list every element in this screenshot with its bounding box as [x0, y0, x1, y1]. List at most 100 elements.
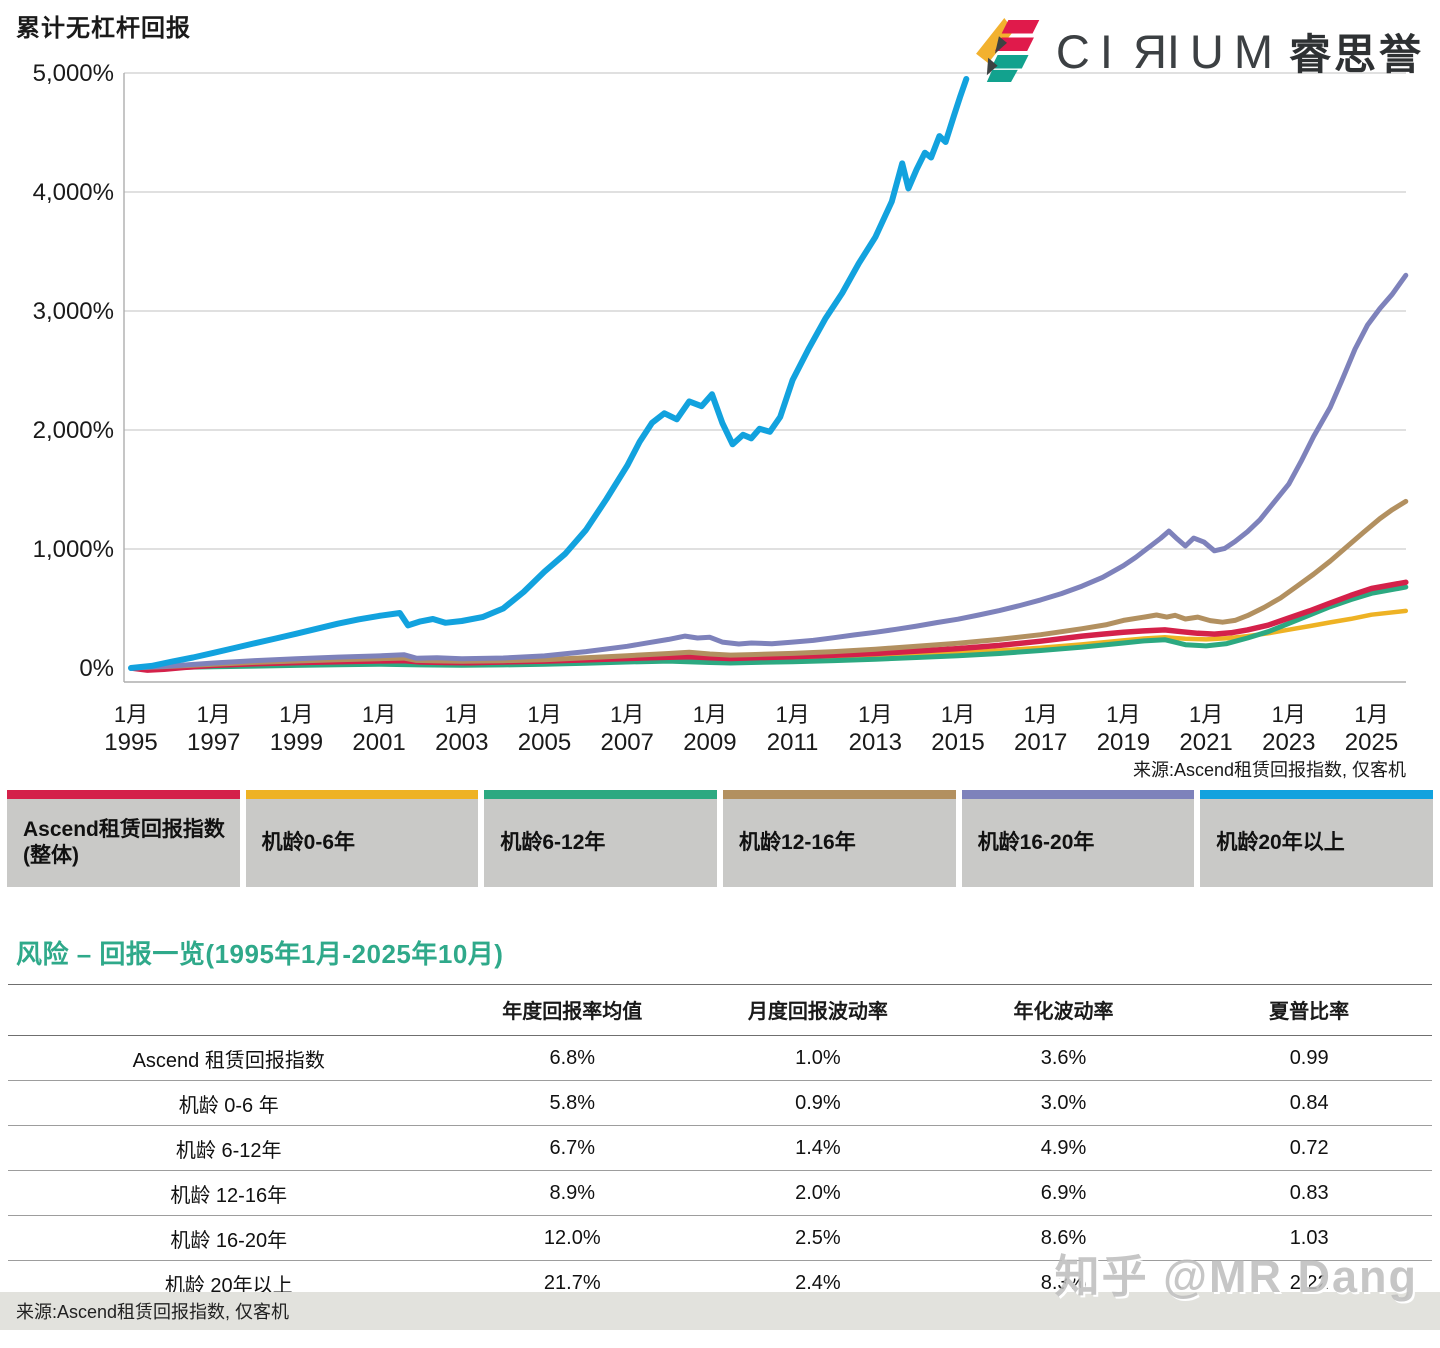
- table-row-4: 机龄 16-20年 12.0% 2.5% 8.6% 1.03: [8, 1215, 1432, 1261]
- x-tick-month-label: 1月: [1106, 702, 1140, 727]
- cumulative-return-chart: 0% 1,000% 2,000% 3,000% 4,000% 5,000% 1月 1995 1月…: [16, 8, 1424, 780]
- table-row-2: 机龄 6-12年 6.7% 1.4% 4.9% 0.72: [8, 1125, 1432, 1171]
- table-source-note: 来源:Ascend租赁回报指数, 仅客机: [16, 1302, 290, 1322]
- table-row-1: 机龄 0-6 年 5.8% 0.9% 3.0% 0.84: [8, 1080, 1432, 1126]
- table-header: 年度回报率均值 月度回报波动率 年化波动率 夏普比率: [8, 984, 1432, 1036]
- row-value: 2.0%: [695, 1170, 941, 1216]
- x-tick-year-label: 2005: [518, 729, 571, 756]
- row-label: 机龄 12-16年: [8, 1170, 450, 1216]
- x-tick-year-label: 2017: [1014, 729, 1067, 756]
- row-value: 2.5%: [695, 1215, 941, 1261]
- x-tick-month-label: 1月: [445, 702, 479, 727]
- table-body: Ascend 租赁回报指数 6.8% 1.0% 3.6% 0.99 机龄 0-6 年 5.8…: [8, 1035, 1432, 1306]
- legend-item-age-6-12: 机龄6-12年: [484, 790, 718, 887]
- row-value: 3.6%: [940, 1035, 1187, 1081]
- row-label: 机龄 0-6 年: [8, 1080, 450, 1126]
- x-tick-year-label: 2013: [849, 729, 902, 756]
- row-value: 8.6%: [940, 1215, 1187, 1261]
- legend-color-bar-age-0-6: [245, 790, 479, 799]
- x-tick-month-label: 1月: [610, 702, 644, 727]
- age-20-plus-line: [128, 76, 970, 671]
- row-value: 0.84: [1186, 1080, 1432, 1126]
- brand-chinese-name: 睿思誉: [1288, 30, 1424, 78]
- legend-label-age-12-16: 机龄12-16年: [723, 799, 956, 887]
- row-value: 3.0%: [940, 1080, 1187, 1126]
- x-tick-year-label: 2021: [1179, 729, 1232, 756]
- x-tick-month-label: 1月: [362, 702, 396, 727]
- legend-item-age-20-plus: 机龄20年以上: [1200, 790, 1434, 887]
- row-label: 机龄 20年以上: [164, 1274, 293, 1297]
- y-tick-label: 5,000%: [33, 60, 114, 87]
- x-tick-month-label: 1月: [279, 702, 313, 727]
- cirium-logo: CIRIUM 睿思誉: [968, 8, 1424, 94]
- row-value: 0.9%: [695, 1080, 941, 1126]
- watermark: 知乎 @MR Dang: [1054, 1251, 1418, 1302]
- x-tick-year-label: 2023: [1262, 729, 1315, 756]
- x-tick-month-label: 1月: [1189, 702, 1223, 727]
- legend-item-ascend-index: Ascend租赁回报指数(整体): [7, 790, 240, 887]
- row-value: 6.7%: [449, 1125, 696, 1171]
- row-value: 6.8%: [449, 1035, 696, 1081]
- x-tick-year-label: 2007: [601, 729, 654, 756]
- x-tick-year-label: 2011: [767, 729, 819, 756]
- table-col-header-2: 月度回报波动率: [695, 984, 941, 1036]
- row-value: 0.72: [1186, 1125, 1432, 1171]
- legend-color-bar-age-16-20: [961, 790, 1195, 799]
- x-tick-month-label: 1月: [1024, 702, 1058, 727]
- legend-color-bar-age-12-16: [723, 790, 956, 799]
- x-tick-month-label: 1月: [197, 702, 231, 727]
- x-tick-year-label: 2003: [435, 729, 488, 756]
- legend-item-age-0-6: 机龄0-6年: [245, 790, 479, 887]
- x-tick-month-label: 1月: [941, 702, 975, 727]
- x-tick-year-label: 1997: [187, 729, 240, 756]
- x-tick-year-label: 2001: [352, 729, 405, 756]
- x-tick-year-label: 1999: [270, 729, 323, 756]
- age-16-20-line: [128, 272, 1409, 671]
- chart-source-note: 来源:Ascend租赁回报指数, 仅客机: [1132, 760, 1406, 780]
- legend-label-age-20-plus: 机龄20年以上: [1200, 799, 1434, 887]
- row-label: 机龄 16-20年: [8, 1215, 450, 1261]
- row-value: 21.7%: [543, 1271, 601, 1294]
- row-value: 5.8%: [449, 1080, 696, 1126]
- x-tick-month-label: 1月: [527, 702, 561, 727]
- y-tick-label: 4,000%: [33, 179, 114, 206]
- table-source-bar: 来源:Ascend租赁回报指数, 仅客机: [0, 1292, 1440, 1330]
- table-row-3: 机龄 12-16年 8.9% 2.0% 6.9% 0.83: [8, 1170, 1432, 1216]
- chart-title: 累计无杠杆回报: [16, 15, 191, 42]
- row-value: 0.99: [1186, 1035, 1432, 1081]
- table-col-header-1: 年度回报率均值: [449, 984, 696, 1036]
- row-value: 2.4%: [795, 1271, 841, 1294]
- row-value: 1.4%: [695, 1125, 941, 1171]
- row-label: Ascend 租赁回报指数: [8, 1035, 450, 1081]
- brand-wordmark: CIRIUM: [1055, 24, 1283, 78]
- row-value: 8.3%: [1040, 1271, 1087, 1294]
- x-tick-year-label: 2015: [931, 729, 984, 756]
- x-tick-month-label: 1月: [114, 702, 148, 727]
- table-row-0: Ascend 租赁回报指数 6.8% 1.0% 3.6% 0.99: [8, 1035, 1432, 1081]
- x-tick-month-label: 1月: [1354, 702, 1388, 727]
- y-tick-label: 1,000%: [33, 536, 114, 563]
- age-6-12-line: [128, 584, 1409, 671]
- row-value: 0.83: [1186, 1170, 1432, 1216]
- x-tick-year-label: 2009: [683, 729, 736, 756]
- x-tick-month-label: 1月: [1272, 702, 1306, 727]
- legend: Ascend租赁回报指数(整体) 机龄0-6年 机龄6-12年 机龄12-16年 机龄1…: [7, 790, 1434, 887]
- x-tick-month-label: 1月: [775, 702, 809, 727]
- legend-color-bar-age-20-plus: [1200, 790, 1434, 799]
- y-tick-label: 3,000%: [33, 298, 114, 325]
- risk-return-table: 年度回报率均值 月度回报波动率 年化波动率 夏普比率 Ascend 租赁回报指数 6.8…: [8, 984, 1432, 1305]
- table-col-header-0: [8, 984, 450, 1036]
- row-value: 2.22: [1289, 1271, 1329, 1294]
- table-col-header-4: 夏普比率: [1186, 984, 1432, 1036]
- legend-color-bar-ascend-index: [7, 790, 240, 799]
- legend-label-age-16-20: 机龄16-20年: [961, 799, 1195, 887]
- row-label: 机龄 6-12年: [8, 1125, 450, 1171]
- legend-label-age-6-12: 机龄6-12年: [484, 799, 718, 887]
- row-value: 1.03: [1186, 1215, 1432, 1261]
- y-tick-label: 0%: [79, 655, 114, 682]
- x-tick-year-label: 1995: [104, 729, 157, 756]
- row-value: 6.9%: [940, 1170, 1187, 1216]
- y-tick-label: 2,000%: [33, 417, 114, 444]
- cirium-logo-icon: [975, 18, 1040, 82]
- row-value: 12.0%: [449, 1215, 696, 1261]
